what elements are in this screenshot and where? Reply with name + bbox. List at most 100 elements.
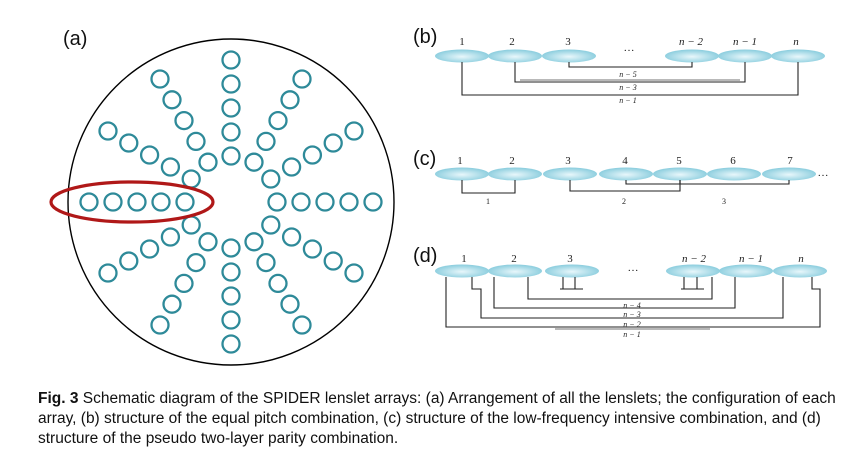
lens-b-label-n-2: n − 2 xyxy=(679,36,703,48)
figure-caption: Fig. 3 Schematic diagram of the SPIDER l… xyxy=(38,389,838,449)
panel-b-lens-row xyxy=(435,49,825,63)
lenslet-arm2-2 xyxy=(281,157,302,177)
bracket-d-3 xyxy=(471,277,784,319)
panel-c-lens-row xyxy=(435,167,816,181)
lenslet-arm1-2 xyxy=(291,192,311,212)
lenslet-arm6-5 xyxy=(98,121,118,141)
lens-d-n xyxy=(773,264,827,278)
lenslet-arm12-5 xyxy=(344,263,364,283)
lens-d-label-n-1: n − 1 xyxy=(739,253,763,265)
lens-c-label-5: 5 xyxy=(676,155,682,167)
lens-d-label-2: 2 xyxy=(511,253,517,265)
pair-d-label-4: n − 1 xyxy=(623,330,640,339)
panel-a: (a) xyxy=(49,28,395,366)
lenslet-arm1-1 xyxy=(267,192,287,212)
lens-c-label-3: 3 xyxy=(565,155,571,167)
lenslet-arm10-1 xyxy=(221,238,241,258)
lenslet-arm11-5 xyxy=(292,315,312,335)
lenslet-arm9-1 xyxy=(198,232,218,252)
bracket-b-1 xyxy=(568,62,693,68)
lenslet-arm11-2 xyxy=(256,252,276,273)
lenslet-arm3-3 xyxy=(268,110,288,131)
lenslet-arm11-1 xyxy=(244,232,264,252)
lenslet-arms xyxy=(79,50,383,354)
bracket-d-2 xyxy=(493,277,736,309)
lenslet-arm7-4 xyxy=(103,192,123,212)
lenslet-arm10-5 xyxy=(221,334,241,354)
array-boundary-circle xyxy=(67,38,395,366)
bracket-c-2a xyxy=(625,180,681,185)
lenslet-arm6-2 xyxy=(160,157,181,177)
lens-c-label-1: 1 xyxy=(457,155,463,167)
lens-c-6 xyxy=(707,167,761,181)
lens-c-label-2: 2 xyxy=(509,155,515,167)
lenslet-arm12-3 xyxy=(302,239,323,259)
bracket-c-3 xyxy=(679,180,790,185)
lenslet-arm4-5 xyxy=(221,50,241,70)
lens-b-label-dots: … xyxy=(624,42,635,54)
lens-b-1 xyxy=(435,49,489,63)
panel-d-label: (d) xyxy=(413,245,437,267)
pair-d-label-2: n − 3 xyxy=(623,310,640,319)
lens-c-4 xyxy=(599,167,653,181)
lens-c-label-4: 4 xyxy=(622,155,628,167)
lenslet-arm2-3 xyxy=(302,145,323,165)
panel-b-label: (b) xyxy=(413,26,437,48)
lens-c-2 xyxy=(488,167,542,181)
lenslet-arm7-3 xyxy=(127,192,147,212)
lens-d-label-3: 3 xyxy=(567,253,573,265)
panel-c: (c) 1 2 3 4 5 6 7 … 1 2 3 xyxy=(413,148,829,206)
bracket-b-2 xyxy=(514,62,746,83)
lenslet-arm10-3 xyxy=(221,286,241,306)
lenslet-arm11-3 xyxy=(268,273,288,294)
lens-d-n-1 xyxy=(719,264,773,278)
lenslet-arm9-5 xyxy=(150,315,170,335)
pair-d-label-3: n − 2 xyxy=(623,320,640,329)
lenslet-arm4-3 xyxy=(221,98,241,118)
lens-d-3 xyxy=(545,264,599,278)
lens-d-label-n: n xyxy=(798,253,804,265)
lenslet-arm9-2 xyxy=(186,252,206,273)
lenslet-arm3-4 xyxy=(280,90,300,110)
lens-b-label-1: 1 xyxy=(459,36,465,48)
lenslet-arm5-4 xyxy=(162,90,182,110)
lenslet-arm11-4 xyxy=(280,294,300,314)
bracket-c-1 xyxy=(461,180,516,194)
lenslet-arm12-4 xyxy=(323,251,343,271)
lens-b-n-1 xyxy=(718,49,772,63)
lenslet-arm4-2 xyxy=(221,122,241,142)
lens-d-label-dots: … xyxy=(628,262,639,274)
bracket-d-1 xyxy=(527,277,713,300)
lens-d-n-2 xyxy=(666,264,720,278)
bracket-c-2b xyxy=(569,180,681,192)
lens-c-label-6: 6 xyxy=(730,155,736,167)
lenslet-arm10-2 xyxy=(221,262,241,282)
bracket-b-3 xyxy=(461,62,799,96)
lens-c-label-7: 7 xyxy=(787,155,793,167)
lenslet-arm3-1 xyxy=(244,152,264,172)
lenslet-arm1-5 xyxy=(363,192,383,212)
lenslet-arm9-4 xyxy=(162,294,182,314)
lenslet-arm2-5 xyxy=(344,121,364,141)
panel-c-label: (c) xyxy=(413,148,436,170)
panel-d: (d) 1 2 3 … n − 2 n − 1 n n − 4 n − 3 n … xyxy=(413,245,827,339)
lenslet-arm4-4 xyxy=(221,74,241,94)
lenslet-arm10-4 xyxy=(221,310,241,330)
pair-b-label-2: n − 3 xyxy=(619,83,636,92)
lens-d-label-n-2: n − 2 xyxy=(682,253,706,265)
lens-c-1 xyxy=(435,167,489,181)
lenslet-arm5-5 xyxy=(150,69,170,89)
pair-b-label-1: n − 5 xyxy=(619,70,636,79)
lens-b-label-3: 3 xyxy=(565,36,571,48)
caption-text: Schematic diagram of the SPIDER lenslet … xyxy=(38,390,836,447)
lenslet-arm12-2 xyxy=(281,227,302,247)
lenslet-arm2-4 xyxy=(323,133,343,153)
lens-b-label-n: n xyxy=(793,36,799,48)
lens-c-5 xyxy=(653,167,707,181)
lenslet-arm4-1 xyxy=(221,146,241,166)
lenslet-arm6-4 xyxy=(119,133,139,153)
lens-b-3 xyxy=(542,49,596,63)
lenslet-arm1-3 xyxy=(315,192,335,212)
lenslet-arm8-5 xyxy=(98,263,118,283)
lenslet-arm1-4 xyxy=(339,192,359,212)
